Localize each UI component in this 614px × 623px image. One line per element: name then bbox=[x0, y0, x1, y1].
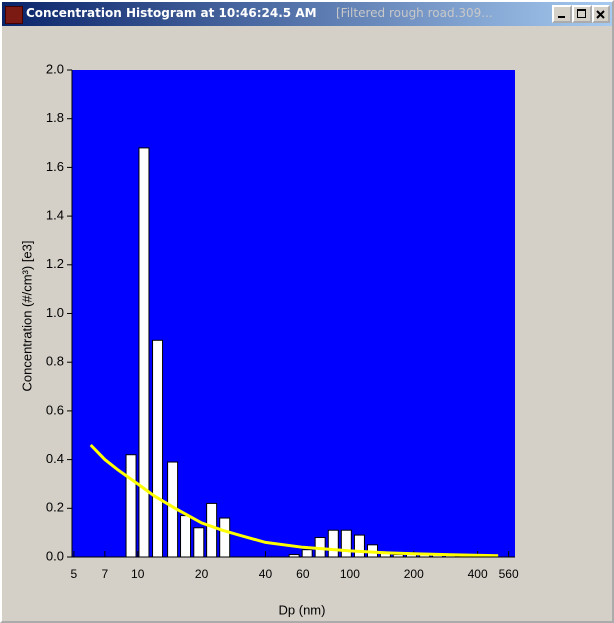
bar bbox=[180, 515, 192, 558]
y-tick-label: 0.0 bbox=[46, 548, 64, 563]
app-icon bbox=[5, 6, 23, 24]
x-tick-label: 560 bbox=[499, 567, 519, 581]
close-icon bbox=[596, 10, 605, 19]
y-tick-label: 1.4 bbox=[46, 208, 64, 223]
x-tick-label: 10 bbox=[131, 567, 145, 581]
bar bbox=[193, 527, 205, 558]
bar bbox=[353, 534, 365, 558]
bar bbox=[152, 339, 164, 558]
bar bbox=[138, 147, 150, 558]
x-tick-label: 20 bbox=[195, 567, 209, 581]
x-tick-label: 40 bbox=[259, 567, 273, 581]
maximize-button[interactable] bbox=[572, 5, 592, 23]
bar bbox=[125, 454, 137, 558]
x-tick-label: 200 bbox=[404, 567, 424, 581]
title-bar: Concentration Histogram at 10:46:24.5 AM… bbox=[2, 2, 612, 26]
window-file: [Filtered rough road.309... bbox=[336, 6, 493, 20]
y-tick-label: 0.2 bbox=[46, 500, 64, 515]
y-tick-label: 2.0 bbox=[46, 61, 64, 76]
x-tick-label: 60 bbox=[296, 567, 310, 581]
minimize-button[interactable] bbox=[552, 5, 572, 23]
y-tick-label: 1.2 bbox=[46, 256, 64, 271]
x-tick-label: 7 bbox=[102, 567, 109, 581]
y-tick-label: 0.4 bbox=[46, 451, 64, 466]
y-tick-label: 0.6 bbox=[46, 402, 64, 417]
fit-line bbox=[89, 443, 499, 558]
window-title: Concentration Histogram at 10:46:24.5 AM bbox=[26, 6, 317, 20]
bar bbox=[301, 549, 313, 558]
x-tick-label: 5 bbox=[71, 567, 78, 581]
x-axis-label: Dp (nm) bbox=[279, 602, 326, 617]
y-axis-label: Concentration (#/cm³) [e3] bbox=[19, 240, 34, 391]
bar bbox=[219, 517, 231, 558]
chart: Dp (nm) Concentration (#/cm³) [e3] 0.0 0.… bbox=[19, 61, 519, 617]
bar bbox=[327, 529, 339, 558]
close-button[interactable] bbox=[592, 5, 610, 23]
x-tick-label: 100 bbox=[340, 567, 360, 581]
y-tick-label: 1.6 bbox=[46, 159, 64, 174]
x-tick-label: 400 bbox=[468, 567, 488, 581]
y-tick-label: 1.0 bbox=[46, 305, 64, 320]
y-tick-label: 0.8 bbox=[46, 354, 64, 369]
y-tick-label: 1.8 bbox=[46, 110, 64, 125]
bar bbox=[340, 529, 352, 558]
bar bbox=[206, 502, 218, 558]
